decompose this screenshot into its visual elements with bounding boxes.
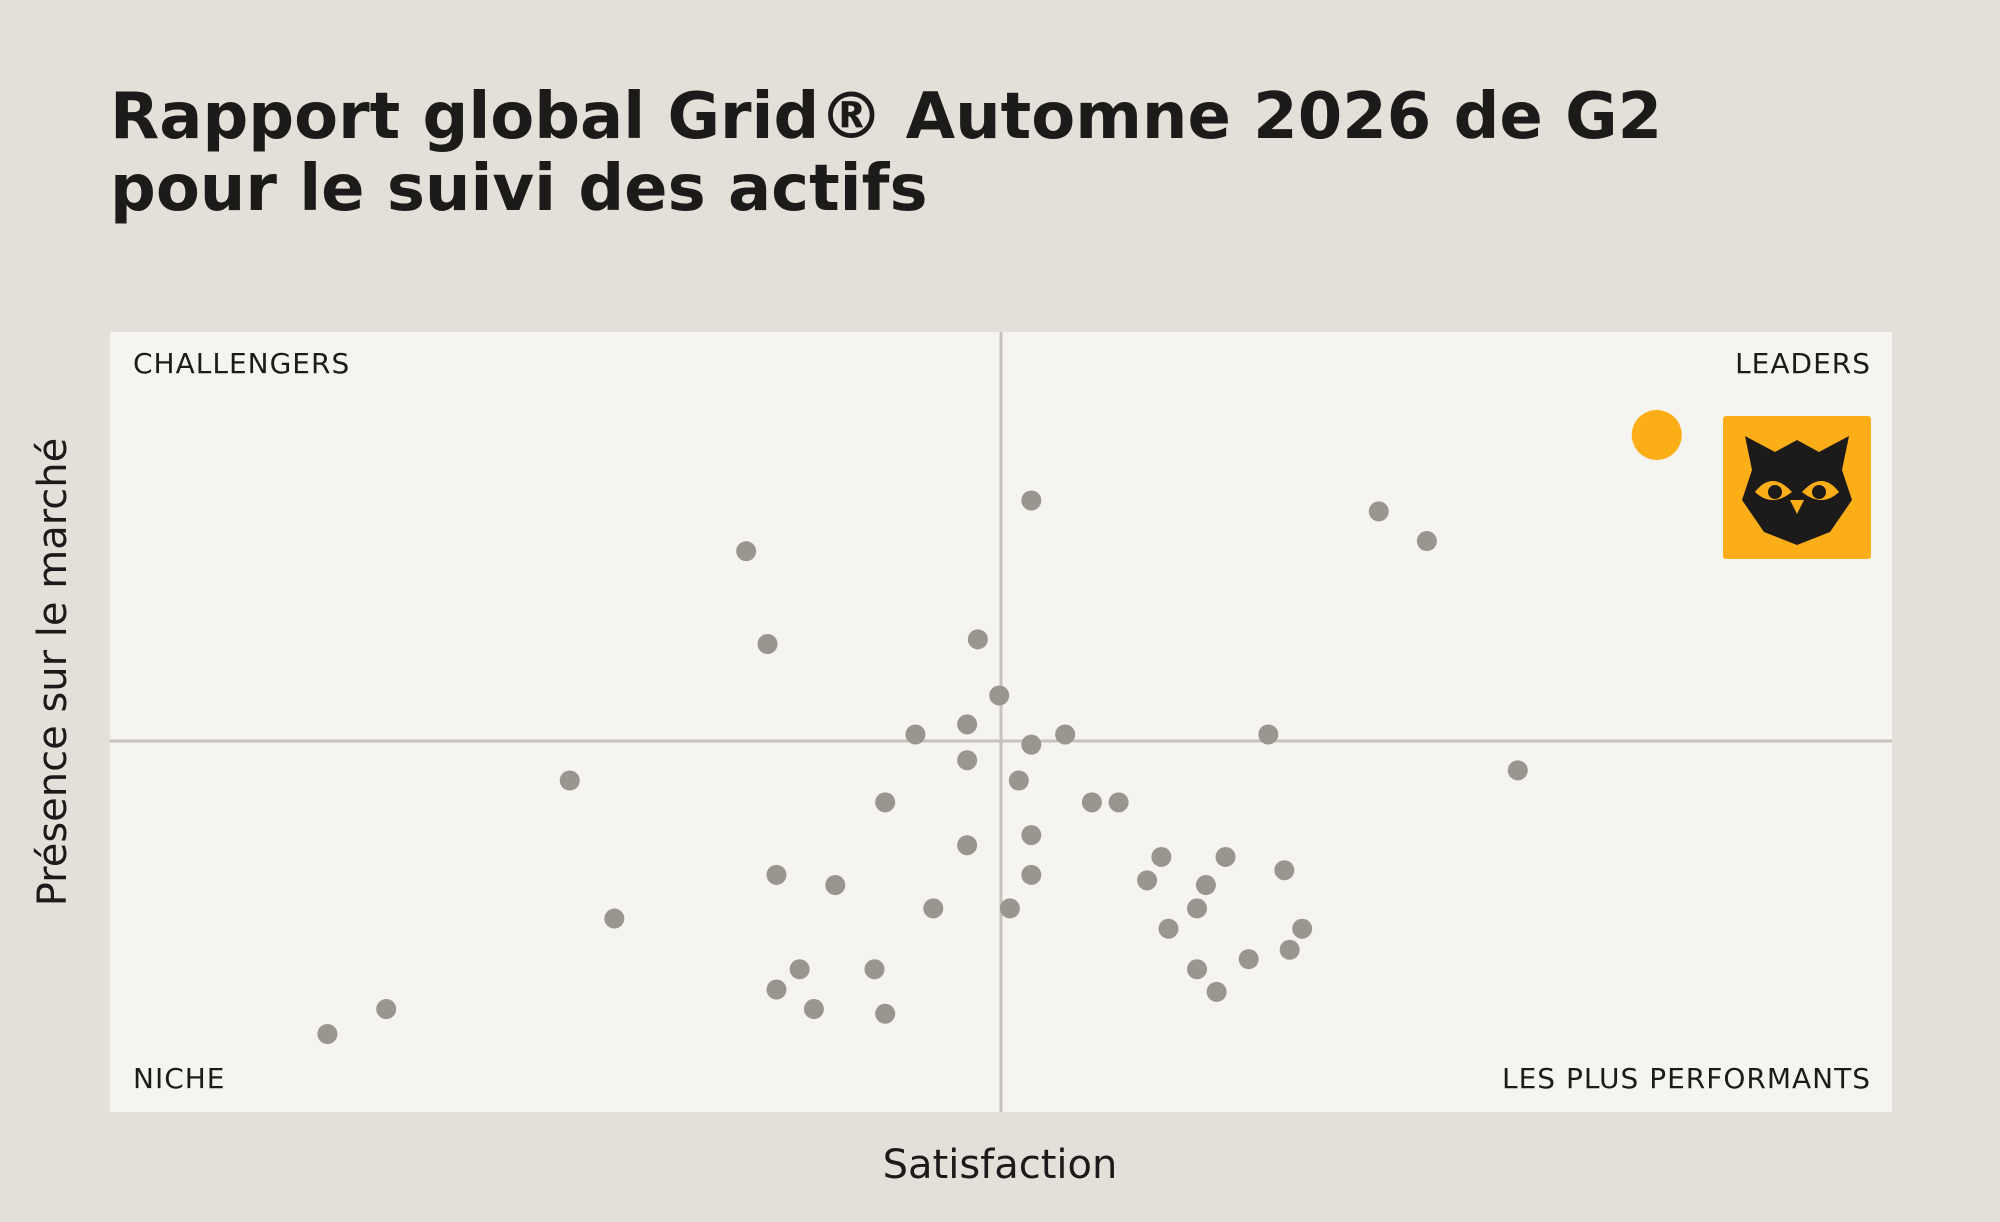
point [1055, 724, 1076, 745]
x-axis-label: Satisfaction [883, 1142, 1118, 1188]
point [825, 875, 846, 896]
point [1158, 918, 1179, 939]
point [1274, 860, 1295, 881]
point [1108, 792, 1129, 813]
point [1187, 959, 1208, 980]
point [1507, 760, 1528, 781]
point [789, 959, 810, 980]
chart-title: pour le suivi des actifs [110, 152, 928, 226]
quadrant-label: LEADERS [1735, 347, 1871, 380]
quadrant-label: NICHE [133, 1062, 226, 1095]
point [1081, 792, 1102, 813]
point [1258, 724, 1279, 745]
point [1292, 918, 1313, 939]
point [1021, 734, 1042, 755]
point [736, 541, 757, 562]
point [1215, 846, 1236, 867]
point [1021, 864, 1042, 885]
point [1008, 770, 1029, 791]
point [1195, 875, 1216, 896]
point [875, 792, 896, 813]
point [559, 770, 580, 791]
point [864, 959, 885, 980]
point [999, 898, 1020, 919]
point [967, 629, 988, 650]
point [317, 1024, 338, 1044]
point [766, 864, 787, 885]
point [1021, 825, 1042, 846]
point [604, 908, 625, 929]
chart-title: Rapport global Grid® Automne 2026 de G2 [110, 80, 1662, 154]
y-axis-label: Présence sur le marché [30, 438, 76, 907]
point [989, 685, 1010, 706]
point [803, 999, 824, 1020]
point [1416, 531, 1437, 552]
point [957, 750, 978, 771]
point [1151, 846, 1172, 867]
highlight-point [1631, 409, 1682, 460]
point [1238, 949, 1259, 970]
quadrant-label: LES PLUS PERFORMANTS [1502, 1062, 1871, 1095]
point [766, 979, 787, 1000]
point [757, 634, 778, 654]
point [1206, 981, 1227, 1002]
point [875, 1003, 896, 1024]
point [1021, 490, 1042, 511]
point [1368, 501, 1389, 522]
logo [1723, 416, 1871, 559]
point [957, 714, 978, 735]
point [1279, 939, 1300, 960]
point [1137, 870, 1158, 891]
point [1187, 898, 1208, 919]
point [957, 835, 978, 856]
point [905, 724, 926, 745]
point [376, 999, 397, 1020]
point [923, 898, 944, 919]
quadrant-label: CHALLENGERS [133, 347, 350, 380]
